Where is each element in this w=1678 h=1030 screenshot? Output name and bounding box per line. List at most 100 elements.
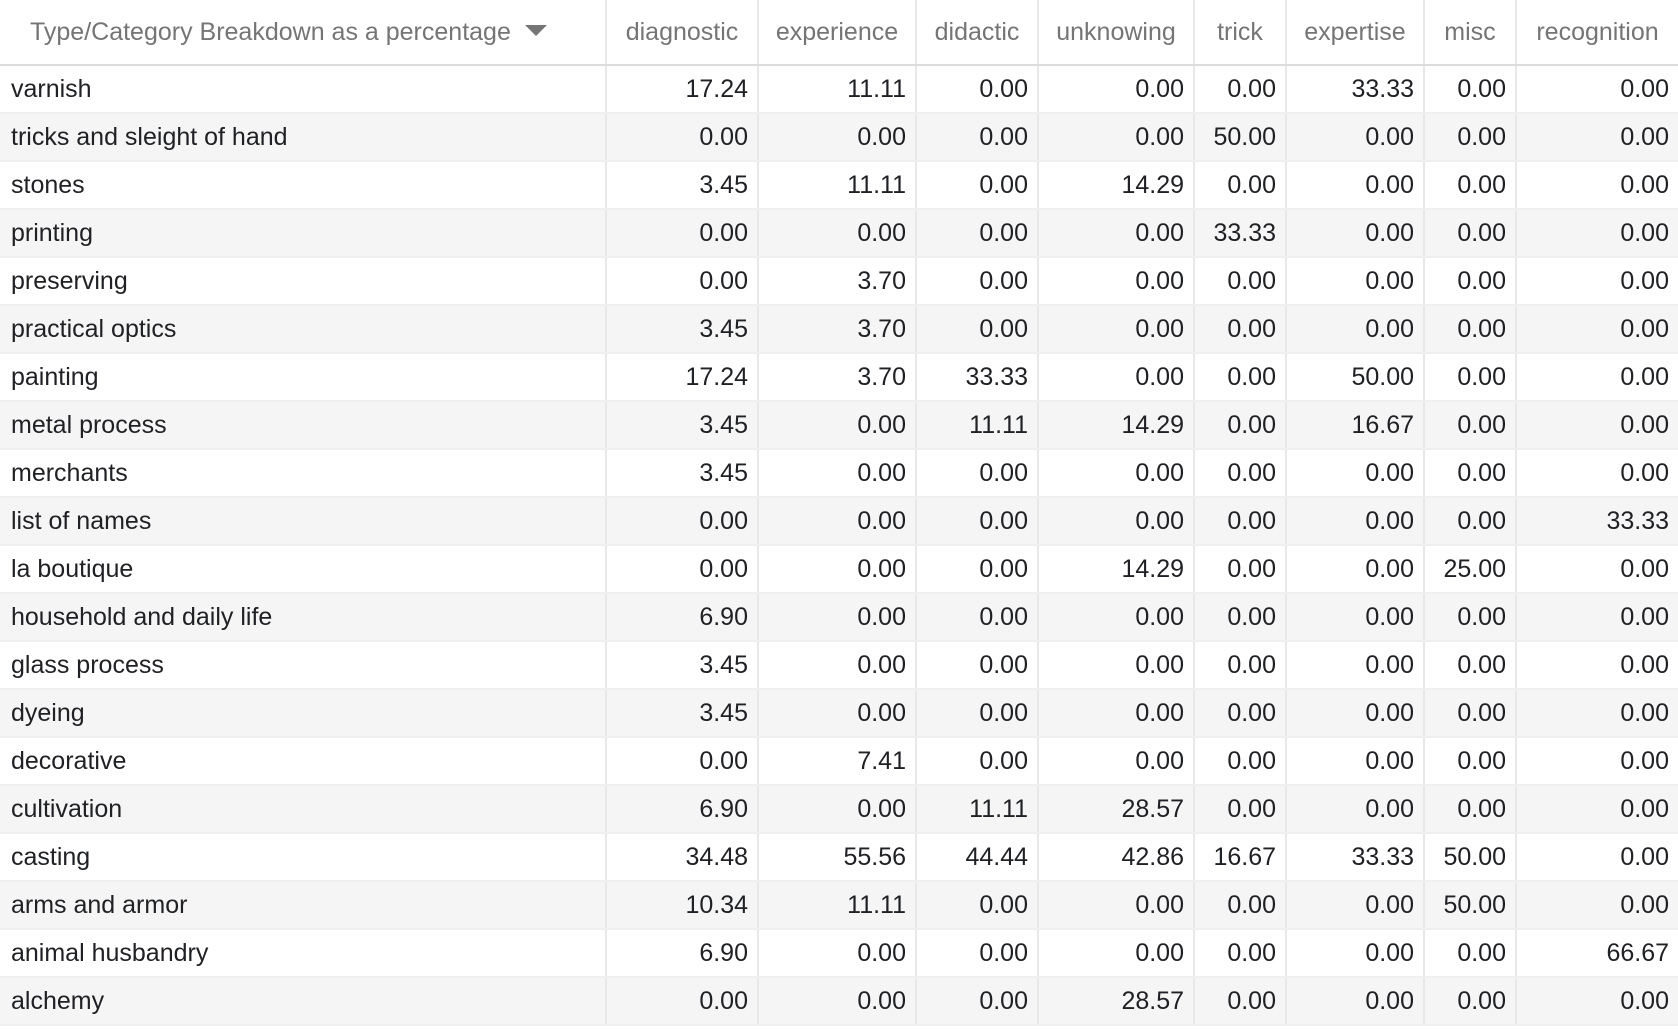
table-row[interactable]: preserving 0.00 3.70 0.00 0.00 0.00 0.00 0.00 0.… [0, 257, 1678, 306]
row-label-cell[interactable]: la boutique [0, 545, 607, 594]
value-cell-experience[interactable]: 0.00 [758, 113, 917, 162]
value-cell-trick[interactable]: 0.00 [1194, 257, 1287, 306]
value-cell-unknowing[interactable]: 0.00 [1038, 449, 1195, 498]
value-cell-experience[interactable]: 0.00 [758, 449, 917, 498]
row-label-cell[interactable]: casting [0, 833, 607, 882]
value-cell-didactic[interactable]: 33.33 [916, 353, 1039, 402]
value-cell-unknowing[interactable]: 0.00 [1038, 593, 1195, 642]
row-label-cell[interactable]: practical optics [0, 305, 607, 354]
value-cell-recognition[interactable]: 0.00 [1516, 257, 1678, 306]
value-cell-didactic[interactable]: 0.00 [916, 161, 1039, 210]
table-row[interactable]: alchemy 0.00 0.00 0.00 28.57 0.00 0.00 0.00 0.00 [0, 977, 1678, 1026]
value-cell-experience[interactable]: 0.00 [758, 689, 917, 738]
value-cell-recognition[interactable]: 0.00 [1516, 545, 1678, 594]
value-cell-misc[interactable]: 50.00 [1424, 833, 1517, 882]
row-label-cell[interactable]: arms and armor [0, 881, 607, 930]
value-cell-diagnostic[interactable]: 6.90 [606, 593, 759, 642]
value-cell-didactic[interactable]: 0.00 [916, 113, 1039, 162]
table-row[interactable]: painting 17.24 3.70 33.33 0.00 0.00 50.00 0.00 0… [0, 353, 1678, 402]
row-label-cell[interactable]: dyeing [0, 689, 607, 738]
value-cell-experience[interactable]: 0.00 [758, 497, 917, 546]
value-cell-didactic[interactable]: 0.00 [916, 881, 1039, 930]
value-cell-diagnostic[interactable]: 17.24 [606, 353, 759, 402]
value-cell-recognition[interactable]: 0.00 [1516, 353, 1678, 402]
value-cell-recognition[interactable]: 66.67 [1516, 929, 1678, 978]
value-cell-experience[interactable]: 55.56 [758, 833, 917, 882]
value-cell-expertise[interactable]: 0.00 [1286, 785, 1425, 834]
value-cell-diagnostic[interactable]: 0.00 [606, 497, 759, 546]
value-cell-didactic[interactable]: 0.00 [916, 545, 1039, 594]
value-cell-unknowing[interactable]: 0.00 [1038, 689, 1195, 738]
value-cell-experience[interactable]: 0.00 [758, 641, 917, 690]
value-cell-experience[interactable]: 3.70 [758, 257, 917, 306]
value-cell-didactic[interactable]: 11.11 [916, 401, 1039, 450]
value-cell-misc[interactable]: 0.00 [1424, 257, 1517, 306]
value-cell-experience[interactable]: 3.70 [758, 305, 917, 354]
row-dimension-header[interactable]: Type/Category Breakdown as a percentage [0, 0, 607, 66]
value-cell-unknowing[interactable]: 14.29 [1038, 161, 1195, 210]
value-cell-expertise[interactable]: 0.00 [1286, 881, 1425, 930]
value-cell-misc[interactable]: 0.00 [1424, 65, 1517, 114]
value-cell-diagnostic[interactable]: 0.00 [606, 737, 759, 786]
value-cell-recognition[interactable]: 0.00 [1516, 161, 1678, 210]
row-label-cell[interactable]: decorative [0, 737, 607, 786]
value-cell-recognition[interactable]: 33.33 [1516, 497, 1678, 546]
value-cell-trick[interactable]: 0.00 [1194, 977, 1287, 1026]
value-cell-trick[interactable]: 0.00 [1194, 785, 1287, 834]
value-cell-trick[interactable]: 0.00 [1194, 65, 1287, 114]
value-cell-experience[interactable]: 0.00 [758, 977, 917, 1026]
value-cell-diagnostic[interactable]: 10.34 [606, 881, 759, 930]
value-cell-expertise[interactable]: 0.00 [1286, 497, 1425, 546]
value-cell-diagnostic[interactable]: 0.00 [606, 209, 759, 258]
table-row[interactable]: stones 3.45 11.11 0.00 14.29 0.00 0.00 0.00 0.00 [0, 161, 1678, 210]
value-cell-unknowing[interactable]: 42.86 [1038, 833, 1195, 882]
value-cell-experience[interactable]: 0.00 [758, 593, 917, 642]
value-cell-trick[interactable]: 0.00 [1194, 545, 1287, 594]
value-cell-experience[interactable]: 0.00 [758, 209, 917, 258]
column-header-misc[interactable]: misc [1424, 0, 1517, 66]
value-cell-misc[interactable]: 0.00 [1424, 785, 1517, 834]
value-cell-misc[interactable]: 0.00 [1424, 929, 1517, 978]
value-cell-recognition[interactable]: 0.00 [1516, 641, 1678, 690]
table-row[interactable]: cultivation 6.90 0.00 11.11 28.57 0.00 0.00 0.0… [0, 785, 1678, 834]
value-cell-unknowing[interactable]: 28.57 [1038, 785, 1195, 834]
value-cell-misc[interactable]: 0.00 [1424, 593, 1517, 642]
sort-descending-arrow-icon[interactable] [524, 25, 547, 37]
row-label-cell[interactable]: varnish [0, 65, 607, 114]
value-cell-recognition[interactable]: 0.00 [1516, 785, 1678, 834]
table-row[interactable]: printing 0.00 0.00 0.00 0.00 33.33 0.00 0.00 0.0… [0, 209, 1678, 258]
value-cell-expertise[interactable]: 0.00 [1286, 641, 1425, 690]
row-label-cell[interactable]: preserving [0, 257, 607, 306]
table-row[interactable]: practical optics 3.45 3.70 0.00 0.00 0.00 0.00… [0, 305, 1678, 354]
table-row[interactable]: arms and armor 10.34 11.11 0.00 0.00 0.00 0.00… [0, 881, 1678, 930]
row-label-cell[interactable]: tricks and sleight of hand [0, 113, 607, 162]
value-cell-experience[interactable]: 11.11 [758, 65, 917, 114]
value-cell-experience[interactable]: 11.11 [758, 881, 917, 930]
row-label-cell[interactable]: animal husbandry [0, 929, 607, 978]
column-header-diagnostic[interactable]: diagnostic [606, 0, 759, 66]
value-cell-recognition[interactable]: 0.00 [1516, 113, 1678, 162]
value-cell-diagnostic[interactable]: 0.00 [606, 257, 759, 306]
value-cell-trick[interactable]: 0.00 [1194, 593, 1287, 642]
column-header-experience[interactable]: experience [758, 0, 917, 66]
value-cell-misc[interactable]: 0.00 [1424, 689, 1517, 738]
table-row[interactable]: list of names 0.00 0.00 0.00 0.00 0.00 0.00 0.0… [0, 497, 1678, 546]
value-cell-expertise[interactable]: 0.00 [1286, 161, 1425, 210]
value-cell-trick[interactable]: 0.00 [1194, 689, 1287, 738]
value-cell-experience[interactable]: 0.00 [758, 401, 917, 450]
value-cell-recognition[interactable]: 0.00 [1516, 977, 1678, 1026]
value-cell-experience[interactable]: 11.11 [758, 161, 917, 210]
value-cell-expertise[interactable]: 0.00 [1286, 593, 1425, 642]
column-header-trick[interactable]: trick [1194, 0, 1287, 66]
value-cell-expertise[interactable]: 0.00 [1286, 113, 1425, 162]
value-cell-trick[interactable]: 50.00 [1194, 113, 1287, 162]
value-cell-recognition[interactable]: 0.00 [1516, 401, 1678, 450]
value-cell-didactic[interactable]: 0.00 [916, 65, 1039, 114]
value-cell-didactic[interactable]: 0.00 [916, 305, 1039, 354]
value-cell-misc[interactable]: 25.00 [1424, 545, 1517, 594]
row-label-cell[interactable]: alchemy [0, 977, 607, 1026]
value-cell-unknowing[interactable]: 28.57 [1038, 977, 1195, 1026]
value-cell-unknowing[interactable]: 0.00 [1038, 65, 1195, 114]
column-header-didactic[interactable]: didactic [916, 0, 1039, 66]
value-cell-didactic[interactable]: 0.00 [916, 257, 1039, 306]
